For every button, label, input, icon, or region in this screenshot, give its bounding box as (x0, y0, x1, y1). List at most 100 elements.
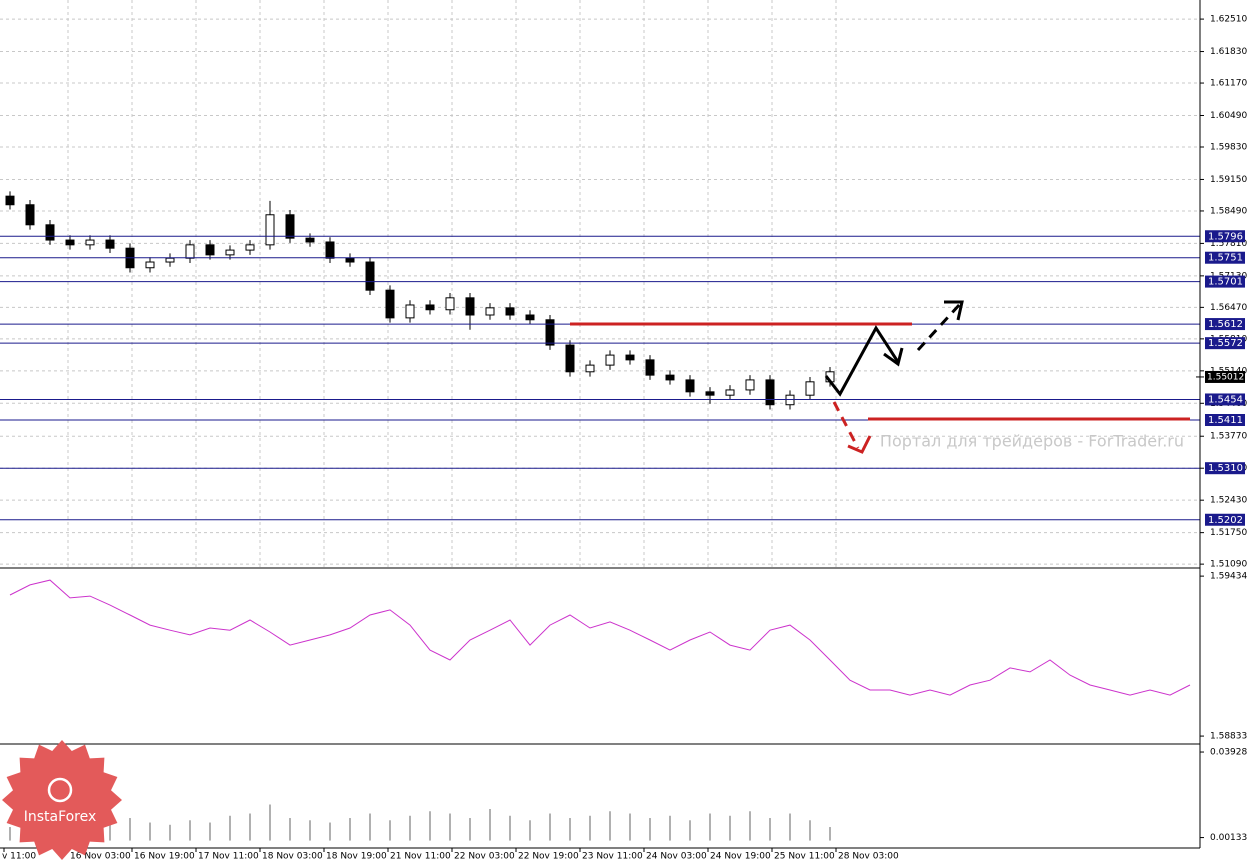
volume-bar (649, 818, 651, 841)
volume-bar (169, 824, 171, 841)
candle-body (165, 257, 175, 263)
y-tick-label: 1.53770 (1210, 432, 1247, 442)
candle-body (305, 237, 315, 243)
y-tick-label: 1.56470 (1210, 303, 1247, 313)
candle-body (625, 354, 635, 361)
candle-body (665, 374, 675, 381)
level-label-box (1205, 230, 1245, 243)
candle-body (145, 261, 155, 269)
candle-body (245, 244, 255, 251)
x-tick-label: 18 Nov 03:00 (262, 852, 323, 862)
volume-bar (349, 818, 351, 841)
y-tick-label: 1.58833 (1210, 732, 1247, 742)
x-tick-label: 16 Nov 19:00 (134, 852, 195, 862)
candle-body (105, 239, 115, 249)
candle-body (685, 379, 695, 393)
volume-bar (789, 813, 791, 841)
volume-bar (449, 813, 451, 841)
volume-bar (629, 813, 631, 841)
volume-bar (729, 815, 731, 841)
x-tick-label: 21 Nov 11:00 (390, 852, 451, 862)
volume-bar (369, 813, 371, 841)
x-tick-label: 28 Nov 03:00 (838, 852, 899, 862)
candle-body (805, 381, 815, 396)
volume-bar (429, 811, 431, 841)
level-label-box (1205, 513, 1245, 526)
x-tick-label: 25 Nov 11:00 (774, 852, 835, 862)
x-tick-label: 17 Nov 11:00 (198, 852, 259, 862)
x-tick-label: 18 Nov 19:00 (326, 852, 387, 862)
y-tick-label: 0.03928 (1210, 748, 1247, 758)
candle-body (85, 239, 95, 246)
arrow-head (883, 347, 904, 367)
level-label-box (1205, 462, 1245, 475)
level-label: 1.5751 (1208, 253, 1243, 264)
candle-body (485, 307, 495, 316)
indicator-line (9, 579, 1191, 696)
level-label-box (1205, 393, 1245, 406)
candle-body (5, 195, 15, 206)
volume-bar (129, 818, 131, 841)
level-label-box (1205, 414, 1245, 426)
level-label: 1.5202 (1208, 515, 1243, 526)
candle-body (385, 289, 395, 319)
y-tick-label: 1.57810 (1210, 239, 1247, 249)
y-tick-label: 1.59150 (1210, 175, 1247, 185)
candle-body (65, 239, 75, 246)
x-tick-label: 24 Nov 03:00 (646, 852, 707, 862)
level-label-box (1205, 275, 1245, 288)
candle-body (605, 354, 615, 366)
x-tick-label: 16 Nov 03:00 (70, 852, 131, 862)
volume-bar (749, 811, 751, 841)
level-label: 1.5572 (1208, 338, 1243, 349)
candle-body (285, 214, 295, 239)
current-price-box (1205, 370, 1245, 383)
volume-bar (529, 820, 531, 841)
y-tick-label: 1.62510 (1210, 15, 1247, 25)
candle-body (705, 391, 715, 396)
candle-body (25, 204, 35, 226)
volume-bar (289, 818, 291, 841)
candle-body (465, 297, 475, 316)
volume-bar (509, 815, 511, 841)
volume-bar (669, 815, 671, 841)
volume-bar (9, 827, 11, 841)
level-label: 1.5310 (1208, 463, 1243, 474)
volume-bar (249, 813, 251, 841)
candle-body (425, 304, 435, 311)
volume-bar (329, 822, 331, 841)
volume-bar (489, 809, 491, 841)
volume-bar (709, 813, 711, 841)
level-label: 1.5612 (1208, 319, 1243, 330)
candle-body (765, 379, 775, 406)
candle-body (505, 307, 515, 316)
candle-body (325, 241, 335, 259)
volume-bar (269, 804, 271, 841)
candle-body (725, 389, 735, 396)
candle-body (345, 257, 355, 263)
volume-bar (569, 818, 571, 841)
candle-body (445, 297, 455, 311)
volume-bar (209, 822, 211, 841)
candle-body (45, 224, 55, 241)
level-label: 1.5454 (1208, 394, 1243, 405)
x-tick-label: 24 Nov 19:00 (710, 852, 771, 862)
y-tick-label: 0.00133 (1210, 833, 1247, 843)
y-tick-label: 1.59830 (1210, 143, 1247, 153)
level-label: 1.5796 (1208, 231, 1243, 242)
y-tick-label: 1.61170 (1210, 79, 1247, 89)
logo-icon (47, 777, 73, 803)
x-tick-label: v 11:00 (2, 852, 36, 862)
level-label-box (1205, 318, 1245, 331)
candle-body (645, 359, 655, 376)
logo-text: InstaForex (24, 809, 97, 825)
candle-body (525, 314, 535, 321)
volume-bar (149, 822, 151, 841)
logo: InstaForex (2, 740, 122, 860)
candle-body (265, 214, 275, 246)
arrow-head (944, 300, 964, 321)
volume-bar (689, 820, 691, 841)
watermark: Портал для трейдеров - ForTrader.ru (880, 432, 1184, 451)
candle-body (365, 261, 375, 291)
candle-body (745, 379, 755, 391)
